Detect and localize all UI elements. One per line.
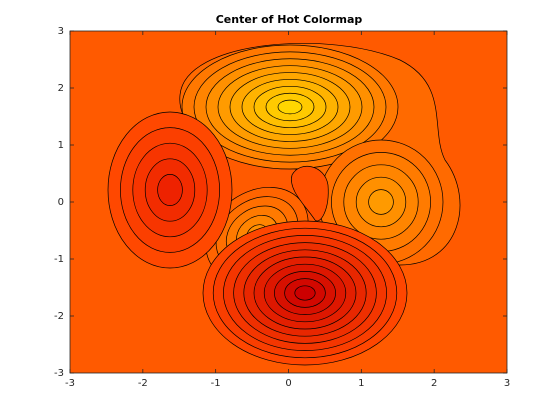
- y-tick-label: 2: [58, 83, 64, 94]
- y-tick-label: 3: [58, 26, 64, 37]
- x-tick-label: -1: [211, 378, 221, 389]
- x-tick-label: 2: [431, 378, 437, 389]
- chart-title: Center of Hot Colormap: [216, 13, 363, 26]
- x-tick-label: -3: [65, 378, 75, 389]
- contour-region: [277, 99, 303, 115]
- y-tick-label: -2: [54, 311, 64, 322]
- y-tick-label: -1: [54, 254, 64, 265]
- y-tick-label: 0: [58, 197, 64, 208]
- x-tick-label: 0: [285, 378, 291, 389]
- x-tick-label: -2: [138, 378, 148, 389]
- y-tick-label: -3: [54, 368, 64, 379]
- x-tick-label: 1: [358, 378, 364, 389]
- y-tick-label: 1: [58, 140, 64, 151]
- contour-region: [368, 189, 394, 215]
- contour-region: [291, 165, 329, 222]
- contour-region: [294, 285, 316, 301]
- contour-region: [157, 174, 183, 206]
- x-tick-label: 3: [504, 378, 510, 389]
- contour-area: [70, 31, 507, 373]
